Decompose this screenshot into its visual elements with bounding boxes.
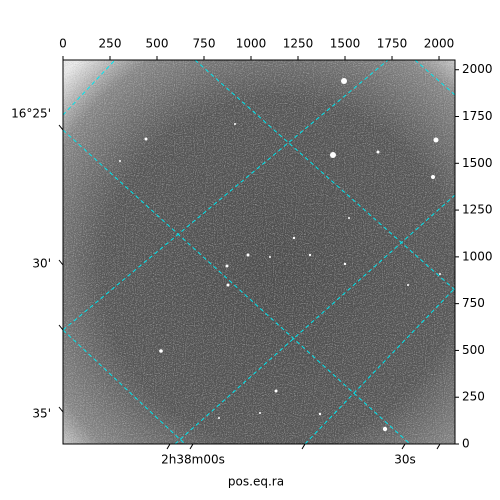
x-tick-label: 0 <box>59 37 67 51</box>
x-tick-label: 1250 <box>283 37 314 51</box>
y-tick-label: 750 <box>462 296 485 310</box>
axes-frame <box>62 59 456 445</box>
dec-tick-label: 35' <box>32 407 51 421</box>
ra-tick <box>436 443 441 450</box>
y-tick-label: 1000 <box>462 249 493 263</box>
x-tick-label: 750 <box>193 37 216 51</box>
ra-tick <box>301 443 306 450</box>
dec-tick <box>58 124 64 131</box>
x-tick-label: 1750 <box>377 37 408 51</box>
y-tick-label: 1250 <box>462 203 493 217</box>
x-tick-label: 1500 <box>330 37 361 51</box>
wcs-grid-line <box>304 287 455 444</box>
dec-tick-label: 16°25' <box>11 107 51 121</box>
x-tick-label: 1000 <box>236 37 267 51</box>
y-tick-label: 2000 <box>462 62 493 76</box>
wcs-grid-line <box>63 60 389 331</box>
ra-tick <box>189 443 194 450</box>
wcs-grid-line <box>194 60 455 291</box>
wcs-grid-line <box>63 60 116 116</box>
x-tick-label: 2000 <box>424 37 455 51</box>
y-tick-label: 1500 <box>462 156 493 170</box>
dec-tick-label: 30' <box>32 257 51 271</box>
ra-tick <box>401 443 406 450</box>
dec-tick <box>58 259 64 266</box>
ra-tick <box>166 443 171 450</box>
wcs-grid <box>63 60 455 444</box>
y-tick-label: 500 <box>462 343 485 357</box>
y-tick-label: 1750 <box>462 109 493 123</box>
x-axis-label: pos.eq.ra <box>228 475 284 489</box>
y-tick-label: 250 <box>462 390 485 404</box>
wcs-grid-line <box>414 60 455 96</box>
dec-tick <box>58 406 64 413</box>
ra-tick-label: 2h38m00s <box>161 453 225 467</box>
ra-tick-label: 30s <box>394 453 416 467</box>
dec-tick <box>58 324 64 331</box>
x-tick-label: 500 <box>146 37 169 51</box>
wcs-grid-line <box>63 129 411 444</box>
image <box>63 60 455 444</box>
x-tick-label: 250 <box>99 37 122 51</box>
y-tick-label: 0 <box>462 437 470 451</box>
